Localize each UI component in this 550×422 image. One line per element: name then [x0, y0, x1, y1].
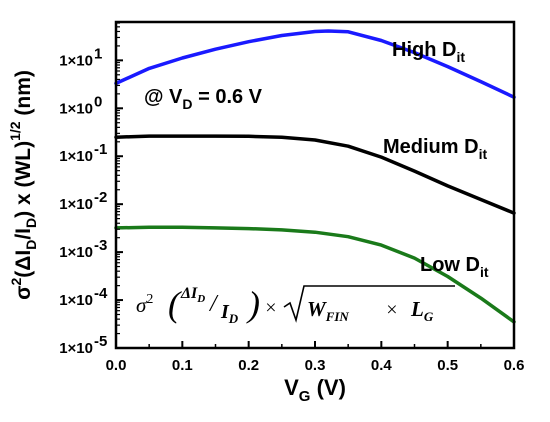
series-line-high [114, 29, 516, 99]
ticks-layer: 0.0 0.1 0.2 0.3 0.4 0.5 0.61×10 -51×10 -41×10 -31… [59, 22, 525, 374]
formula-w-fin: WFIN [307, 297, 349, 324]
x-tick-label: 0.2 [238, 357, 259, 374]
formula-numerator: ΔID [180, 285, 205, 305]
y-axis-title: σ2(ΔID/ID) x (WL)1/2 (nm) [7, 70, 39, 300]
formula: σ2 ( ΔID / ID ) × WFIN × LG [136, 284, 455, 326]
x-tick-label: 0.5 [437, 357, 458, 374]
y-tick-exponent: 1 [94, 45, 102, 62]
x-axis-title: VG (V) [284, 375, 346, 405]
series-line-low [114, 225, 516, 324]
x-tick-label: 0.6 [504, 357, 525, 374]
series-label-medium: Medium Dit [383, 136, 487, 162]
y-tick-exponent: -3 [94, 237, 107, 254]
y-tick-label: 1×10 [59, 292, 93, 309]
y-tick-exponent: -2 [94, 189, 107, 206]
formula-paren-close: ) [246, 284, 260, 324]
formula-times: × [264, 297, 278, 319]
formula-sigma: σ2 [136, 292, 153, 317]
series-label-high: High Dit [392, 39, 465, 65]
series-label-low: Low Dit [420, 254, 489, 280]
formula-denominator: ID [220, 301, 239, 326]
y-tick-label: 1×10 [59, 196, 93, 213]
vd-annotation: @ VD = 0.6 V [144, 86, 263, 112]
y-tick-exponent: -5 [94, 333, 107, 350]
formula-l-g: LG [410, 297, 434, 324]
x-tick-label: 0.1 [172, 357, 193, 374]
x-tick-label: 0.0 [106, 357, 127, 374]
formula-sqrt-sign [283, 285, 455, 323]
x-tick-label: 0.3 [305, 357, 326, 374]
y-tick-label: 1×10 [59, 340, 93, 357]
series-line-medium [114, 134, 516, 215]
formula-slash: / [208, 291, 219, 317]
y-tick-label: 1×10 [59, 148, 93, 165]
series-layer [114, 29, 516, 324]
y-tick-label: 1×10 [59, 100, 93, 117]
y-tick-label: 1×10 [59, 244, 93, 261]
y-tick-exponent: -1 [94, 141, 107, 158]
y-tick-exponent: 0 [94, 93, 102, 110]
formula-times-2: × [385, 299, 399, 321]
formula-paren-open: ( [168, 284, 182, 324]
y-tick-exponent: -4 [94, 285, 108, 302]
y-tick-label: 1×10 [59, 52, 93, 69]
x-tick-label: 0.4 [371, 357, 393, 374]
